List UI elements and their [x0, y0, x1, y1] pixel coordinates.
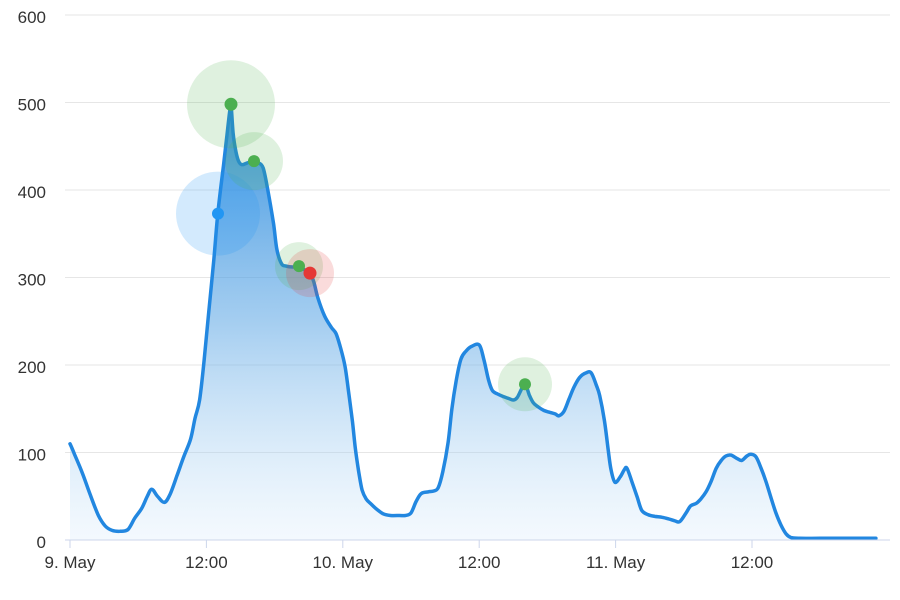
- green-marker-2-dot[interactable]: [248, 155, 260, 168]
- x-axis-label: 9. May: [44, 553, 96, 572]
- red-marker-dot[interactable]: [303, 266, 317, 280]
- y-axis-label: 300: [18, 271, 46, 290]
- x-axis-label: 12:00: [458, 553, 501, 572]
- x-axis: [65, 539, 890, 548]
- y-axis-label: 400: [18, 183, 46, 202]
- x-axis-label: 11. May: [586, 553, 646, 572]
- x-axis-labels: 9. May 12:00 10. May 12:00 11. May 12:00: [44, 553, 773, 572]
- y-axis-labels: 0 100 200 300 400 500 600: [18, 8, 46, 552]
- green-marker-4-dot[interactable]: [519, 378, 531, 391]
- x-axis-label: 12:00: [185, 553, 228, 572]
- x-axis-label: 10. May: [313, 553, 374, 572]
- blue-marker-dot[interactable]: [212, 207, 224, 220]
- green-marker-peak-dot[interactable]: [224, 97, 238, 111]
- y-axis-label: 600: [18, 8, 46, 27]
- green-marker-3-dot[interactable]: [293, 260, 305, 273]
- y-axis-label: 0: [37, 533, 46, 552]
- x-axis-label: 12:00: [731, 553, 774, 572]
- marker-dots: [212, 97, 531, 391]
- y-axis-label: 100: [18, 446, 46, 465]
- y-axis-label: 200: [18, 358, 46, 377]
- y-axis-label: 500: [18, 96, 46, 115]
- area-fill: [70, 103, 876, 541]
